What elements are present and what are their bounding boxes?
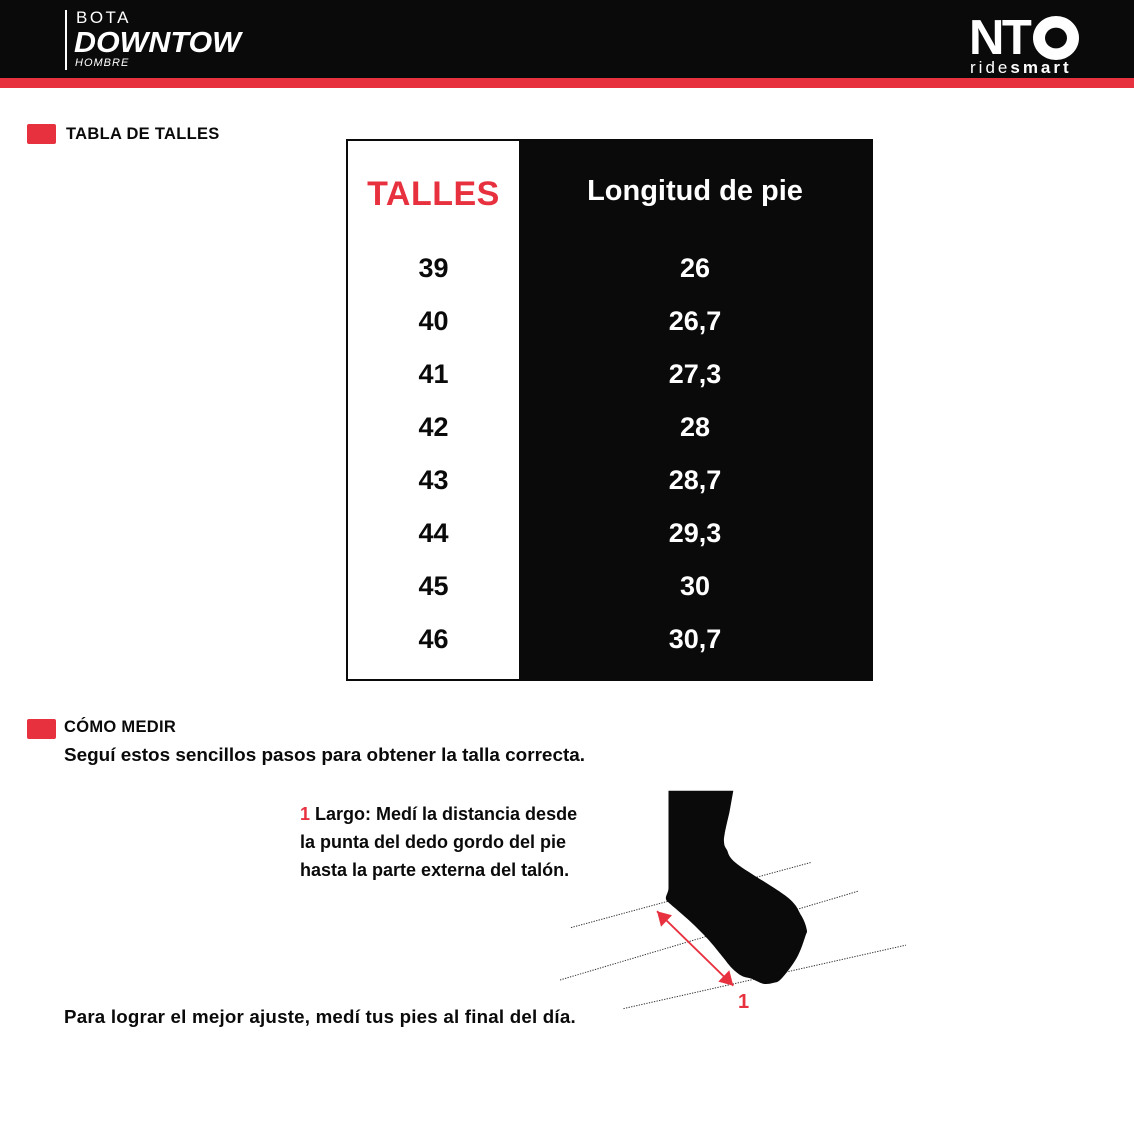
svg-text:1: 1 bbox=[738, 991, 749, 1010]
